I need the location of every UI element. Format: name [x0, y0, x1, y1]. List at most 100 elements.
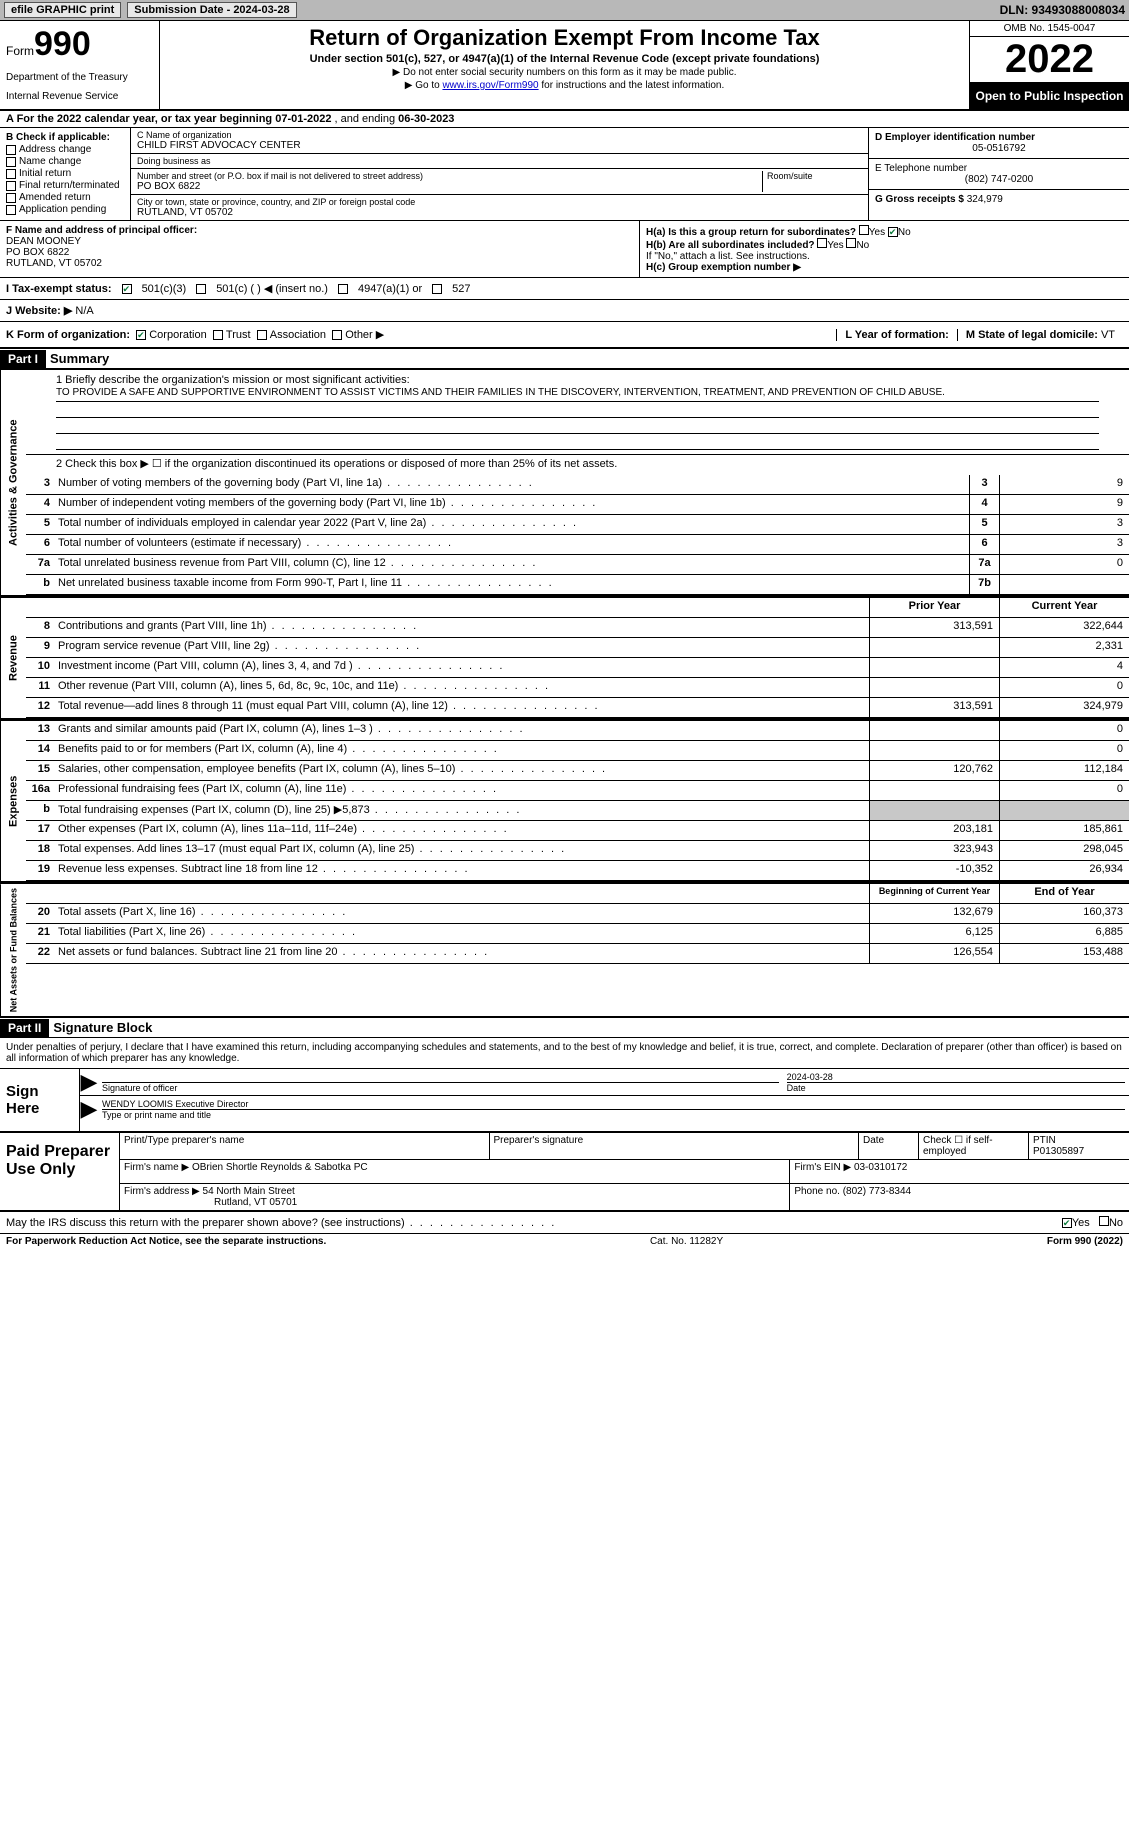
rev-num: 8: [26, 618, 54, 637]
chk-application-pending[interactable]: [6, 205, 16, 215]
exp-current: 0: [999, 741, 1129, 760]
ha-yes[interactable]: [859, 225, 869, 235]
gross-label: G Gross receipts $: [875, 194, 967, 205]
prior-year-header: Prior Year: [869, 598, 999, 617]
gov-desc: Total number of volunteers (estimate if …: [54, 535, 969, 554]
chk-trust[interactable]: [213, 330, 223, 340]
prep-print-label: Print/Type preparer's name: [124, 1135, 485, 1146]
rev-prior: [869, 678, 999, 697]
discuss-yes[interactable]: [1062, 1218, 1072, 1228]
rev-num: 10: [26, 658, 54, 677]
vert-net-assets: Net Assets or Fund Balances: [0, 884, 26, 1016]
chk-501c3[interactable]: [122, 284, 132, 294]
rev-num: 12: [26, 698, 54, 717]
exp-current: 0: [999, 721, 1129, 740]
row-f-h: F Name and address of principal officer:…: [0, 221, 1129, 278]
hb-no[interactable]: [846, 238, 856, 248]
top-bar: efile GRAPHIC print Submission Date - 20…: [0, 0, 1129, 21]
state-domicile-label: M State of legal domicile:: [966, 329, 1101, 341]
part-1-header-row: Part I Summary: [0, 349, 1129, 369]
net-prior: 126,554: [869, 944, 999, 963]
gov-val: 3: [999, 535, 1129, 554]
irs-link[interactable]: www.irs.gov/Form990: [442, 80, 538, 91]
firm-name-label: Firm's name ▶: [124, 1162, 192, 1173]
exp-desc: Benefits paid to or for members (Part IX…: [54, 741, 869, 760]
hb-label: H(b) Are all subordinates included?: [646, 240, 815, 251]
lbl-other: Other ▶: [345, 328, 384, 341]
section-b-to-g: B Check if applicable: Address change Na…: [0, 128, 1129, 221]
net-desc: Total liabilities (Part X, line 26): [54, 924, 869, 943]
chk-name-change[interactable]: [6, 157, 16, 167]
note-goto: ▶ Go to www.irs.gov/Form990 for instruct…: [168, 80, 961, 91]
gov-num: b: [26, 575, 54, 594]
efile-print-button[interactable]: efile GRAPHIC print: [4, 2, 121, 18]
gov-row-3: 3 Number of voting members of the govern…: [26, 475, 1129, 495]
dept-treasury: Department of the Treasury: [6, 72, 153, 83]
net-current: 153,488: [999, 944, 1129, 963]
chk-527[interactable]: [432, 284, 442, 294]
row-a-mid: , and ending: [331, 113, 398, 125]
tax-year: 2022: [970, 37, 1129, 83]
chk-amended-return[interactable]: [6, 193, 16, 203]
chk-initial-return[interactable]: [6, 169, 16, 179]
org-name-label: C Name of organization: [137, 130, 862, 140]
phone-value: (802) 747-0200: [875, 174, 1123, 185]
hb-yes[interactable]: [817, 238, 827, 248]
net-current: 160,373: [999, 904, 1129, 923]
form-number: 990: [34, 25, 91, 63]
gov-num: 7a: [26, 555, 54, 574]
chk-other[interactable]: [332, 330, 342, 340]
net-num: 21: [26, 924, 54, 943]
row-j-website: J Website: ▶ N/A: [0, 300, 1129, 322]
chk-final-return[interactable]: [6, 181, 16, 191]
footer-line: For Paperwork Reduction Act Notice, see …: [0, 1233, 1129, 1249]
exp-current: 185,861: [999, 821, 1129, 840]
hb-yes-lbl: Yes: [827, 240, 843, 251]
exp-num: 19: [26, 861, 54, 880]
exp-num: 16a: [26, 781, 54, 800]
lbl-trust: Trust: [226, 329, 251, 341]
row-i-tax-exempt: I Tax-exempt status: 501(c)(3) 501(c) ( …: [0, 278, 1129, 300]
principal-officer: F Name and address of principal officer:…: [0, 221, 640, 277]
lbl-final-return: Final return/terminated: [19, 180, 120, 191]
exp-desc: Professional fundraising fees (Part IX, …: [54, 781, 869, 800]
ha-no[interactable]: [888, 227, 898, 237]
gov-box: 4: [969, 495, 999, 514]
current-year-header: Current Year: [999, 598, 1129, 617]
tax-year-begin: 07-01-2022: [275, 113, 331, 125]
exp-num: b: [26, 801, 54, 820]
gov-val: 0: [999, 555, 1129, 574]
chk-association[interactable]: [257, 330, 267, 340]
end-year-header: End of Year: [999, 884, 1129, 903]
row-a-calendar-year: A For the 2022 calendar year, or tax yea…: [0, 111, 1129, 128]
header-left: Form990 Department of the Treasury Inter…: [0, 21, 160, 109]
lbl-501c: 501(c) ( ) ◀ (insert no.): [216, 282, 328, 295]
mission-block: 1 Briefly describe the organization's mi…: [26, 370, 1129, 455]
rev-current: 0: [999, 678, 1129, 697]
lbl-4947: 4947(a)(1) or: [358, 283, 422, 295]
sig-arrow-1: ▶: [80, 1069, 98, 1095]
net-hdr-desc: [54, 884, 869, 903]
rev-current: 2,331: [999, 638, 1129, 657]
net-desc: Total assets (Part X, line 16): [54, 904, 869, 923]
footer-cat: Cat. No. 11282Y: [650, 1236, 723, 1247]
discuss-no[interactable]: [1099, 1216, 1109, 1226]
gov-row-b: b Net unrelated business taxable income …: [26, 575, 1129, 595]
sig-date-label: Date: [787, 1082, 1125, 1093]
gov-desc: Number of independent voting members of …: [54, 495, 969, 514]
governance-section: Activities & Governance 1 Briefly descri…: [0, 369, 1129, 597]
submission-date-button[interactable]: Submission Date - 2024-03-28: [127, 2, 296, 18]
rev-desc: Program service revenue (Part VIII, line…: [54, 638, 869, 657]
state-domicile-value: VT: [1101, 329, 1115, 341]
org-name: CHILD FIRST ADVOCACY CENTER: [137, 140, 862, 151]
exp-prior: [869, 781, 999, 800]
gov-desc: Total unrelated business revenue from Pa…: [54, 555, 969, 574]
chk-501c[interactable]: [196, 284, 206, 294]
exp-num: 15: [26, 761, 54, 780]
chk-address-change[interactable]: [6, 145, 16, 155]
website-label: J Website: ▶: [6, 305, 72, 317]
chk-corporation[interactable]: [136, 330, 146, 340]
chk-4947[interactable]: [338, 284, 348, 294]
net-prior: 132,679: [869, 904, 999, 923]
exp-desc: Revenue less expenses. Subtract line 18 …: [54, 861, 869, 880]
